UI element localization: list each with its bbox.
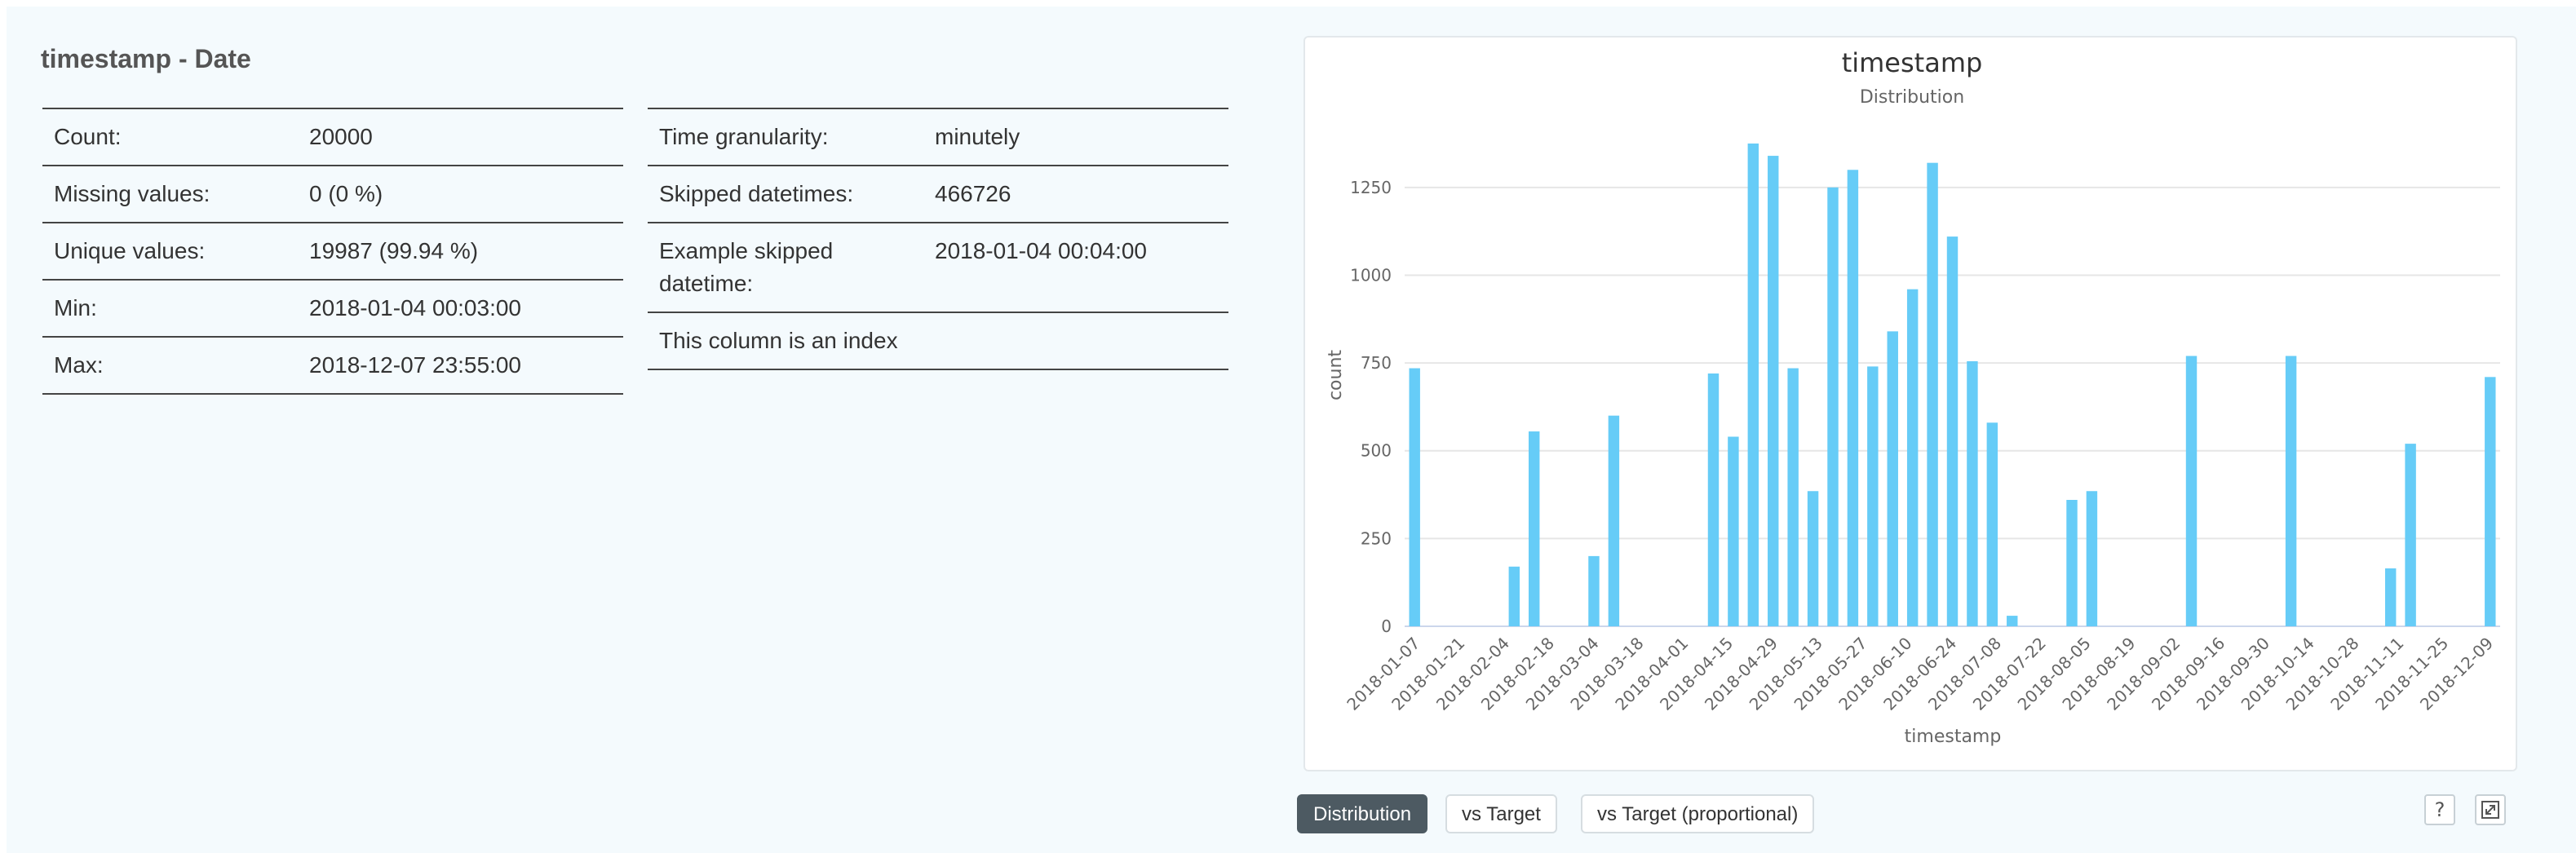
distribution-chart: timestampDistribution0250500750100012502… bbox=[1326, 47, 2500, 747]
bar bbox=[2285, 356, 2297, 626]
stat-label: Count: bbox=[54, 124, 122, 149]
stat-value: 2018-01-04 00:03:00 bbox=[309, 295, 521, 320]
y-tick-label: 0 bbox=[1381, 617, 1392, 636]
y-tick-label: 1000 bbox=[1350, 265, 1392, 285]
index-note: This column is an index bbox=[659, 328, 898, 353]
x-axis-title: timestamp bbox=[1905, 727, 2002, 747]
stat-value: 2018-12-07 23:55:00 bbox=[309, 352, 521, 378]
stat-row: Time granularity: minutely bbox=[648, 108, 1228, 166]
bar bbox=[1608, 415, 1620, 626]
bar bbox=[1747, 144, 1759, 626]
bar bbox=[1906, 289, 1919, 626]
y-tick-label: 1250 bbox=[1350, 178, 1392, 197]
bar bbox=[1867, 366, 1879, 626]
bar bbox=[2086, 491, 2098, 626]
stat-row: Max: 2018-12-07 23:55:00 bbox=[42, 337, 623, 394]
chart-subtitle: Distribution bbox=[1860, 87, 1964, 108]
bar bbox=[1847, 170, 1859, 627]
chart-card: timestamp Distribution 0 250 500 750 1000 1250 2… bbox=[1303, 36, 2517, 771]
bar bbox=[1588, 555, 1600, 626]
stat-row: Missing values: 0 (0 %) bbox=[42, 166, 623, 223]
vs-target-proportional-button[interactable]: vs Target (proportional) bbox=[1581, 794, 1815, 833]
bar bbox=[1768, 156, 1779, 626]
y-tick-label: 750 bbox=[1361, 353, 1392, 373]
stat-value: 19987 (99.94 %) bbox=[309, 238, 479, 263]
help-button[interactable]: ? bbox=[2424, 794, 2455, 825]
stat-value: 466726 bbox=[935, 181, 1011, 206]
stat-label: Example skipped datetime: bbox=[659, 238, 834, 296]
bar bbox=[2185, 356, 2198, 626]
stat-label: Skipped datetimes: bbox=[659, 181, 854, 206]
stat-label: Time granularity: bbox=[659, 124, 829, 149]
stat-value: 2018-01-04 00:04:00 bbox=[935, 238, 1147, 263]
stat-row: Skipped datetimes: 466726 bbox=[648, 166, 1228, 223]
column-title: timestamp - Date bbox=[41, 44, 251, 73]
stat-value: 20000 bbox=[309, 124, 373, 149]
bar bbox=[1967, 360, 1978, 626]
stats-table-right: Time granularity: minutely Skipped datetim… bbox=[648, 108, 1228, 370]
bar bbox=[1508, 566, 1520, 626]
bar bbox=[1887, 331, 1898, 626]
bar bbox=[1807, 491, 1819, 626]
bar bbox=[2384, 568, 2397, 626]
bar bbox=[1927, 162, 1938, 626]
bar bbox=[1986, 422, 1998, 626]
bar bbox=[1707, 373, 1720, 626]
bar bbox=[1946, 236, 1959, 626]
y-tick-label: 250 bbox=[1361, 528, 1392, 548]
bar bbox=[1787, 368, 1799, 626]
stat-value: minutely bbox=[935, 124, 1020, 149]
stat-row: Count: 20000 bbox=[42, 108, 623, 166]
y-tick-label: 500 bbox=[1361, 441, 1392, 461]
index-note-row: This column is an index bbox=[648, 312, 1228, 369]
expand-icon bbox=[2481, 801, 2499, 819]
bar bbox=[1827, 187, 1839, 626]
bar bbox=[2485, 377, 2496, 626]
stat-label: Missing values: bbox=[54, 181, 210, 206]
bar bbox=[1529, 431, 1540, 626]
bar bbox=[2007, 616, 2018, 626]
stat-row: Unique values: 19987 (99.94 %) bbox=[42, 223, 623, 280]
distribution-button[interactable]: Distribution bbox=[1297, 794, 1428, 833]
bar bbox=[2405, 444, 2416, 626]
stat-label: Unique values: bbox=[54, 238, 206, 263]
bar bbox=[1409, 368, 1420, 626]
bar bbox=[1728, 436, 1739, 626]
stat-row: Min: 2018-01-04 00:03:00 bbox=[42, 280, 623, 337]
vs-target-button[interactable]: vs Target bbox=[1445, 794, 1557, 833]
stat-label: Max: bbox=[54, 352, 104, 378]
y-axis-title: count bbox=[1326, 350, 1346, 400]
stats-table-left: Count: 20000 Missing values: 0 (0 %) Unique … bbox=[42, 108, 623, 395]
expand-button[interactable] bbox=[2475, 794, 2506, 825]
column-panel: timestamp - Date Count: 20000 Missing valu… bbox=[7, 7, 2576, 853]
chart-title: timestamp bbox=[1842, 47, 1983, 78]
bar bbox=[2066, 500, 2078, 626]
stat-value: 0 (0 %) bbox=[309, 181, 383, 206]
stat-row: Example skipped datetime: 2018-01-04 00:0… bbox=[648, 223, 1228, 312]
stat-label: Min: bbox=[54, 295, 97, 320]
